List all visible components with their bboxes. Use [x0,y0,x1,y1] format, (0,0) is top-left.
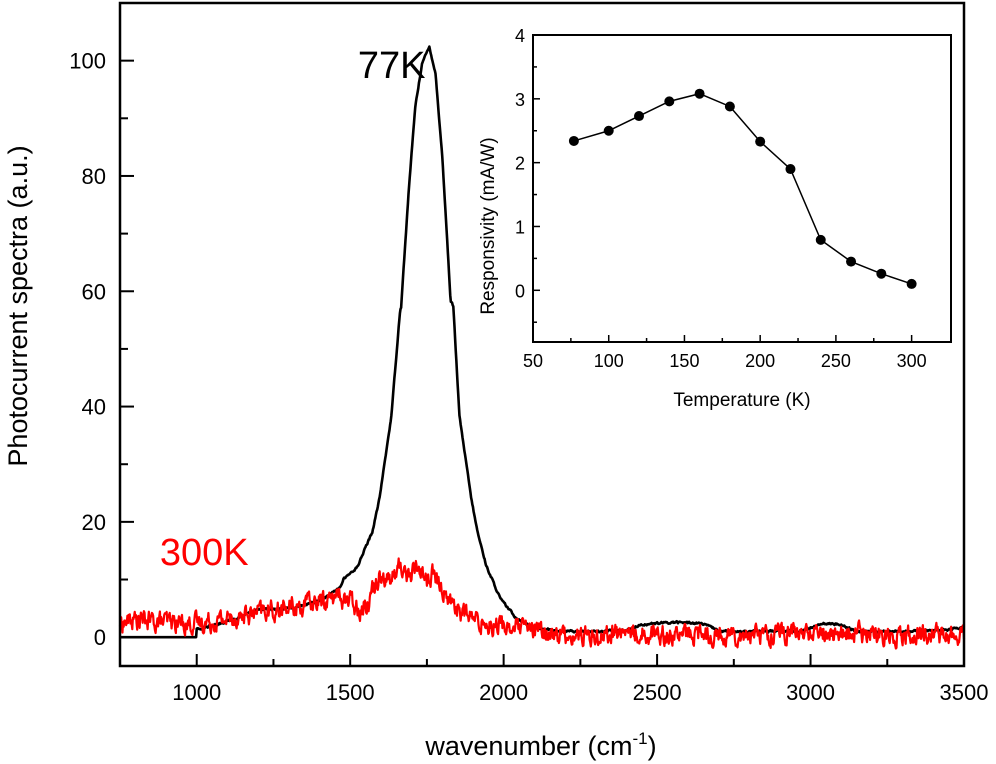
main-y-tick-label: 60 [82,279,106,304]
main-plot-frame [118,1,966,668]
main-y-axis-title: Photocurrent spectra (a.u.) [3,145,33,466]
main-x-tick-label: 2500 [633,680,682,705]
inset-x-tick-label: 250 [821,351,851,371]
inset-x-tick-label: 300 [897,351,927,371]
inset-data-point [906,278,917,289]
main-x-tick-label: 2000 [479,680,528,705]
annotation-77k: 77K [358,45,426,87]
inset-axis-tick-labels: 50 100 150 200 250 300 0 1 2 3 4 [515,26,927,371]
inset-data-point [876,268,887,279]
main-y-tick-label: 40 [82,395,106,420]
inset-data-point [603,125,614,136]
series-line-300k [118,557,966,650]
main-x-axis-title: wavenumber (cm-1) [424,729,656,761]
inset-plot: 50 100 150 200 250 300 0 1 2 3 4 Temperature (K) R… [478,26,952,411]
inset-x-tick-label: 100 [594,351,624,371]
inset-data-point [755,136,766,147]
inset-y-tick-label: 0 [515,281,525,301]
inset-x-tick-label: 50 [523,351,543,371]
inset-x-tick-label: 200 [745,351,775,371]
inset-data-point [694,88,705,99]
main-x-tick-label: 3500 [940,680,989,705]
main-y-tick-label: 80 [82,164,106,189]
inset-y-axis-title: Responsivity (mA/W) [478,137,499,314]
main-y-tick-label: 100 [69,49,106,74]
main-axis-ticks [120,59,965,666]
main-x-tick-label: 1500 [326,680,375,705]
inset-plot-frame [532,34,952,343]
inset-data-point [815,234,826,245]
main-y-tick-label: 0 [94,625,106,650]
inset-y-tick-label: 3 [515,90,525,110]
inset-axis-ticks [532,34,913,342]
inset-x-axis-title: Temperature (K) [673,390,810,411]
annotation-300k: 300K [160,532,249,574]
main-y-tick-label: 20 [82,510,106,535]
inset-y-tick-label: 1 [515,217,525,237]
inset-data-point [846,256,857,267]
inset-x-tick-label: 150 [669,351,699,371]
inset-series-line [573,92,912,285]
main-series-group [118,45,966,650]
main-x-tick-label: 1000 [172,680,221,705]
main-x-tick-label: 3000 [786,680,835,705]
inset-data-point [724,101,735,112]
inset-data-point [785,164,796,175]
inset-y-tick-label: 2 [515,154,525,174]
inset-data-point [634,111,645,122]
inset-y-tick-label: 4 [515,26,525,46]
inset-data-point [664,96,675,107]
inset-data-point [568,135,579,146]
inset-series-group [568,88,917,289]
